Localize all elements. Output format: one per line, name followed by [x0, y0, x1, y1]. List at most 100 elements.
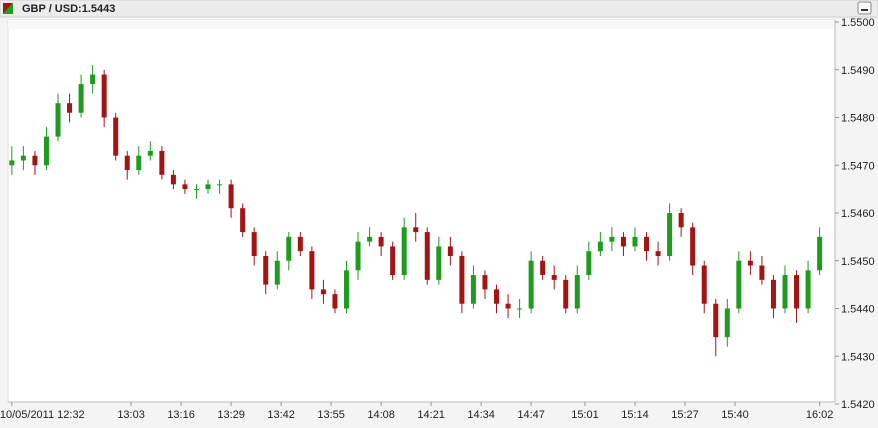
- y-tick-label: 1.5420: [841, 399, 875, 411]
- candle-body: [309, 251, 315, 290]
- candle-body: [9, 160, 15, 166]
- x-tick-label: 10/05/2011 12:32: [0, 409, 85, 421]
- y-tick-label: 1.5430: [841, 351, 875, 363]
- candle-body: [817, 236, 823, 271]
- header-icon: [3, 3, 13, 14]
- candle-body: [343, 270, 349, 309]
- candle-body: [563, 279, 569, 309]
- y-tick-label: 1.5450: [841, 256, 875, 268]
- candle-body: [494, 289, 500, 304]
- candle-body: [736, 260, 742, 309]
- candle-body: [367, 236, 373, 242]
- candle-body: [540, 260, 546, 276]
- candle-body: [113, 117, 119, 156]
- candle-body: [251, 232, 257, 256]
- candle-body: [401, 227, 407, 276]
- candle-body: [655, 251, 661, 256]
- y-tick-label: 1.5460: [841, 208, 875, 220]
- candle-body: [794, 275, 800, 309]
- candle-body: [297, 236, 303, 252]
- candle-body: [67, 103, 73, 113]
- candle-body: [378, 236, 384, 247]
- candle-body: [20, 155, 26, 161]
- plot-area: [7, 19, 836, 403]
- header-bar: [0, 0, 878, 18]
- candle-body: [574, 275, 580, 309]
- x-tick-label: 14:08: [367, 409, 395, 421]
- candle-body: [193, 189, 199, 191]
- candle-body: [447, 246, 453, 256]
- candle-body: [551, 275, 557, 280]
- candle-body: [274, 260, 280, 285]
- candle-body: [782, 275, 788, 309]
- candle-body: [78, 84, 84, 113]
- x-tick-label: 14:34: [467, 409, 495, 421]
- candle-body: [620, 236, 626, 247]
- candle-body: [332, 294, 338, 309]
- candle-body: [55, 103, 61, 137]
- minimize-button[interactable]: [857, 1, 872, 15]
- candle-body: [43, 136, 49, 166]
- candle-body: [228, 184, 234, 209]
- candle-body: [482, 275, 488, 290]
- y-tick-label: 1.5440: [841, 304, 875, 316]
- candle-body: [678, 213, 684, 228]
- candle-body: [747, 260, 753, 266]
- candle-body: [240, 208, 246, 233]
- candle-body: [390, 246, 396, 276]
- candle-body: [136, 155, 142, 171]
- x-tick-label: 16:02: [806, 409, 834, 421]
- candle-body: [632, 236, 638, 247]
- candle-body: [701, 265, 707, 304]
- candle-body: [424, 232, 430, 280]
- candle-body: [436, 246, 442, 280]
- candle-body: [147, 150, 153, 156]
- candle-body: [286, 236, 292, 261]
- y-tick-label: 1.5490: [841, 65, 875, 77]
- candle-body: [320, 289, 326, 295]
- candle-body: [770, 279, 776, 309]
- x-tick-label: 14:21: [417, 409, 445, 421]
- candle-body: [644, 236, 650, 252]
- candle-body: [159, 150, 165, 175]
- candle-body: [609, 236, 615, 242]
- candle-body: [182, 184, 188, 190]
- candle-body: [759, 265, 765, 280]
- candle-body: [690, 227, 696, 266]
- candle-body: [90, 74, 96, 85]
- candle-body: [32, 155, 38, 166]
- candle-body: [713, 303, 719, 338]
- x-tick-label: 13:16: [167, 409, 195, 421]
- x-tick-label: 15:27: [671, 409, 699, 421]
- chart-title: GBP / USD:1.5443: [22, 3, 115, 15]
- x-tick-label: 15:14: [621, 409, 649, 421]
- candle-body: [459, 255, 465, 304]
- candle-body: [517, 308, 523, 310]
- candle-body: [101, 74, 107, 118]
- x-tick-label: 13:42: [267, 409, 295, 421]
- candle-body: [805, 270, 811, 309]
- candle-body: [355, 241, 361, 271]
- x-tick-label: 14:47: [517, 409, 545, 421]
- candle-body: [124, 155, 130, 171]
- x-tick-label: 15:01: [571, 409, 599, 421]
- candle-body: [170, 174, 176, 185]
- x-tick-label: 13:55: [317, 409, 345, 421]
- plot-top-band: [8, 20, 835, 29]
- candle-body: [586, 251, 592, 276]
- x-tick-label: 13:29: [217, 409, 245, 421]
- candle-body: [724, 308, 730, 338]
- x-tick-label: 13:03: [117, 409, 145, 421]
- y-tick-label: 1.5500: [841, 17, 875, 29]
- candle-body: [470, 275, 476, 304]
- y-tick-label: 1.5470: [841, 160, 875, 172]
- candle-body: [263, 255, 269, 285]
- candle-body: [413, 227, 419, 233]
- candle-body: [205, 184, 211, 190]
- candle-body: [217, 184, 223, 186]
- x-tick-label: 15:40: [721, 409, 749, 421]
- candle-body: [505, 303, 511, 309]
- candle-body: [528, 260, 534, 309]
- candle-body: [667, 213, 673, 256]
